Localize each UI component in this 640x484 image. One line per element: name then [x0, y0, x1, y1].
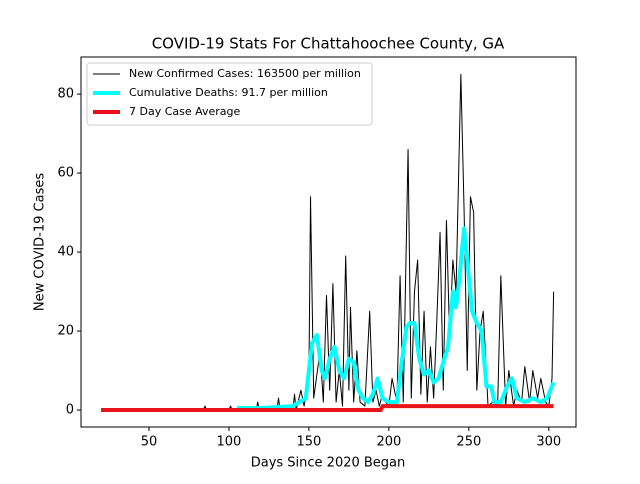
x-tick-label: 100 — [217, 435, 242, 450]
y-tick-label: 80 — [57, 87, 74, 102]
legend-label: Cumulative Deaths: 91.7 per million — [129, 86, 328, 99]
series-line — [100, 404, 554, 413]
y-tick-label: 60 — [57, 166, 74, 181]
x-tick-label: 300 — [536, 435, 561, 450]
legend-label: New Confirmed Cases: 163500 per million — [129, 67, 361, 80]
x-axis-label: Days Since 2020 Began — [251, 456, 406, 471]
y-tick-label: 40 — [57, 245, 74, 260]
x-tick-label: 200 — [376, 435, 401, 450]
legend-label: 7 Day Case Average — [129, 105, 241, 118]
x-tick-label: 50 — [141, 435, 158, 450]
chart-title: COVID-19 Stats For Chattahoochee County,… — [152, 35, 505, 53]
x-tick-label: 250 — [456, 435, 481, 450]
y-tick-label: 20 — [57, 324, 74, 339]
series-line — [236, 226, 556, 411]
plot-frame — [80, 56, 577, 428]
legend-frame — [86, 62, 373, 126]
y-tick-label: 0 — [66, 403, 74, 418]
x-tick-label: 150 — [296, 435, 321, 450]
y-axis-label: New COVID-19 Cases — [33, 173, 48, 311]
